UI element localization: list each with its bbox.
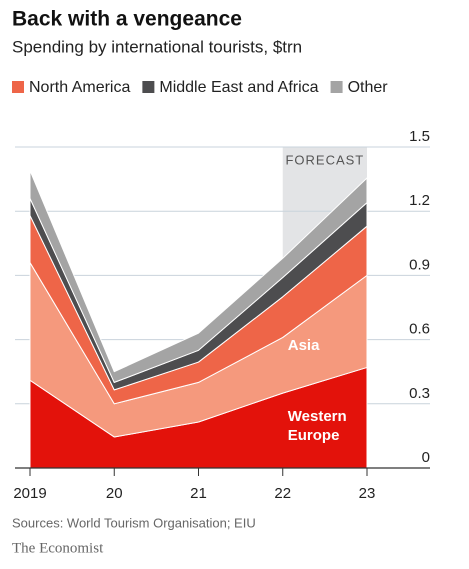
x-tick-label: 21 (190, 485, 207, 502)
x-tick-label: 23 (359, 485, 376, 502)
area (29, 170, 368, 383)
series-label: Asia (287, 336, 320, 354)
series-label: Western Europe (287, 408, 347, 445)
legend-label: North America (29, 79, 130, 96)
brand: The Economist (12, 540, 104, 556)
legend-label: Middle East and Africa (159, 79, 318, 96)
y-tick-label: 0.9 (409, 256, 430, 273)
forecast-label: FORECAST (285, 152, 364, 167)
chart-title: Back with a vengeance (12, 8, 242, 31)
legend-label: Other (348, 79, 389, 96)
chart-subtitle: Spending by international tourists, $trn (12, 37, 302, 56)
source: Sources: World Tourism Organisation; EIU (12, 515, 256, 530)
y-tick-label: 1.2 (409, 192, 430, 209)
legend-swatch (142, 81, 155, 93)
legend-swatch (12, 81, 24, 93)
y-tick-label: 0 (422, 449, 430, 466)
x-tick-label: 22 (274, 485, 291, 502)
y-tick-label: 0.3 (409, 385, 430, 402)
y-tick-label: 0.6 (409, 321, 430, 338)
x-tick-label: 2019 (13, 485, 46, 502)
legend-swatch (330, 81, 343, 93)
y-tick-label: 1.5 (409, 128, 430, 145)
x-tick-label: 20 (106, 485, 123, 502)
